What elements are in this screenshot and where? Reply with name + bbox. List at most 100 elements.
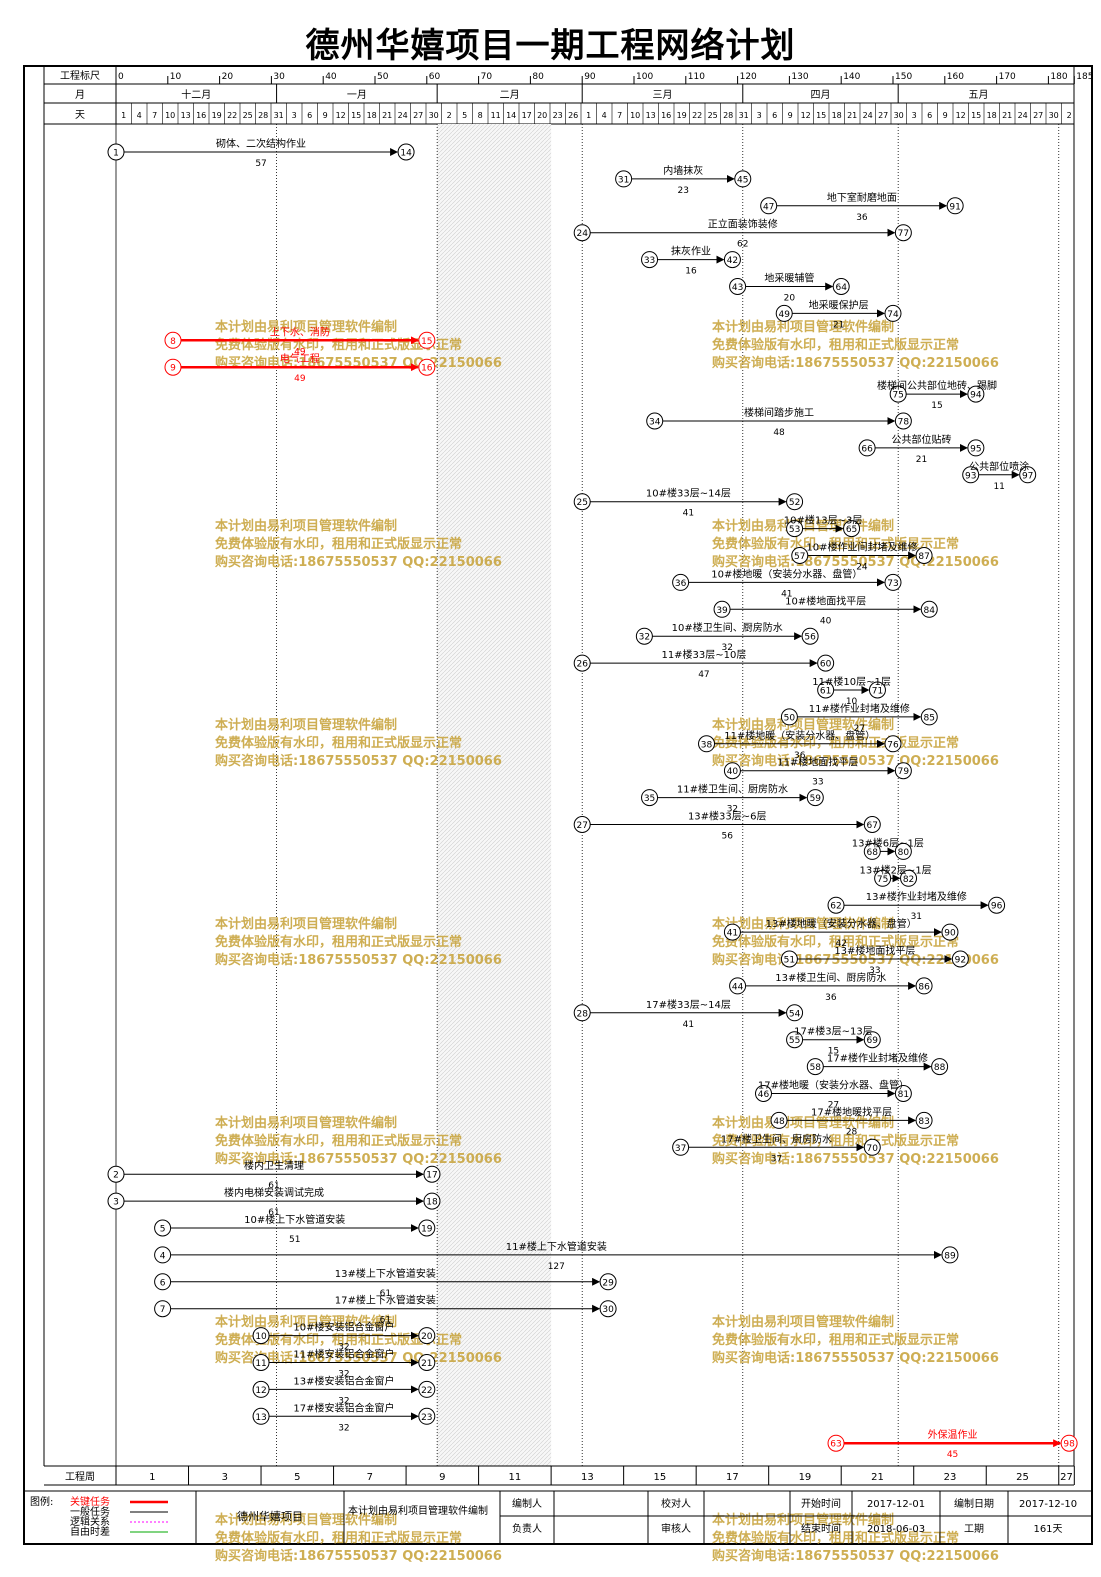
task-name: 11#楼地面找平层 [777,756,858,769]
task: 58 88 17#楼作业封堵及维修 [806,1052,949,1076]
week-number: 9 [439,1472,445,1483]
task-duration: 24 [856,563,868,573]
start-node [573,493,591,511]
start-node [863,842,881,860]
start-node [641,251,659,269]
day-number: 28 [723,111,733,120]
task-name: 11#楼33层~10层 [661,648,746,661]
week-number: 5 [294,1472,300,1483]
end-label: 结束时间 [801,1522,841,1535]
day-number: 14 [506,111,516,120]
task-name: 13#楼33层~6层 [688,810,767,823]
watermark: 本计划由易利项目管理软件编制免费体验版有水印，租用和正式版显示正常购买咨询电话:… [215,1115,502,1167]
day-number: 26 [568,111,578,120]
month-name: 四月 [810,89,830,101]
watermark-line: 免费体验版有水印，租用和正式版显示正常 [712,337,959,353]
watermark-line: 购买咨询电话:18675550537 QQ:22150066 [712,355,999,371]
task-duration: 48 [773,428,785,438]
legend-item-label: 一般任务 [70,1505,110,1518]
task-duration: 32 [338,1396,349,1406]
task-name: 13#楼地面找平层 [834,944,915,957]
task: 24 77 正立面装饰装修 62 [573,218,912,250]
ruler-tick-label: 60 [429,72,441,82]
start-node [723,762,741,780]
day-number: 28 [258,111,268,120]
month-name: 三月 [652,89,672,101]
ruler-tick-label: 50 [377,72,389,82]
task-name: 抹灰作业 [671,245,711,258]
day-number: 1 [121,111,126,120]
day-number: 3 [292,111,297,120]
end-node [418,358,436,376]
ruler-tick-label: 110 [688,72,705,82]
week-number: 27 [1060,1472,1073,1483]
start-node-id: 5 [160,1225,166,1235]
day-number: 6 [927,111,932,120]
task-duration: 41 [683,509,694,519]
watermark: 本计划由易利项目管理软件编制免费体验版有水印，租用和正式版显示正常购买咨询电话:… [215,916,502,968]
task-duration: 62 [737,240,748,250]
start-node [672,1138,690,1156]
task-duration: 36 [825,993,837,1003]
watermark: 本计划由易利项目管理软件编制免费体验版有水印，租用和正式版显示正常购买咨询电话:… [712,1314,999,1366]
task: 44 86 13#楼卫生间、厨房防水 36 [729,971,933,1003]
start-node [786,520,804,538]
end-node [884,735,902,753]
end-node [915,547,933,564]
end-node [418,1380,436,1398]
day-number: 5 [462,111,467,120]
start-node-id: 8 [170,337,176,347]
start-node [573,224,591,242]
day-number: 15 [971,111,981,120]
start-node-id: 61 [820,687,831,697]
task-name: 上下水、消防 [270,325,330,338]
start-node [729,977,747,995]
watermark-line: 本计划由易利项目管理软件编制 [712,916,894,932]
watermark-line: 本计划由易利项目管理软件编制 [712,1314,894,1330]
project-name: 德州华嬉项目 [237,1509,303,1523]
task-name: 11#楼安装铝合金窗户 [293,1348,394,1361]
task: 32 56 10#楼卫生间、厨房防水 32 [635,621,819,653]
task: 4 89 11#楼上下水管道安装 127 [154,1240,959,1272]
start-node [107,1165,125,1183]
watermark-line: 本计划由易利项目管理软件编制 [215,1512,397,1528]
end-node-id: 85 [924,713,935,723]
chart-frame [23,65,1093,1545]
start-node [107,143,125,161]
watermark-line: 本计划由易利项目管理软件编制 [215,717,397,733]
end-node-id: 18 [426,1198,438,1208]
day-number: 7 [152,111,157,120]
week-label: 工程周 [65,1471,95,1483]
task-duration: 61 [268,1208,279,1218]
end-node [868,681,886,699]
start-node-id: 12 [255,1386,266,1396]
start-node [729,278,747,295]
task-duration: 49 [294,347,306,357]
task-name: 地采暖辅管 [764,272,814,285]
date-value: 2017-12-10 [1019,1499,1077,1510]
task-name: 10#楼作业间封堵及维修 [806,541,917,554]
task-duration: 15 [828,1047,839,1057]
start-node [806,1058,824,1076]
task-duration: 61 [380,1316,391,1326]
watermark-line: 购买咨询电话:18675550537 QQ:22150066 [215,355,502,371]
day-number: 15 [816,111,826,120]
task: 47 91 地下室耐磨地面 36 [760,191,964,223]
start-node [164,331,182,349]
task-name: 11#楼上下水管道安装 [506,1240,607,1253]
day-number: 18 [367,111,377,120]
task: 37 70 17#楼卫生间、厨房防水 37 [672,1132,881,1164]
end-node [418,1327,436,1345]
end-node-id: 15 [421,337,432,347]
start-node [646,412,664,430]
task-name: 11#楼作业封堵及维修 [809,702,910,715]
task-name: 17#楼地暖（安装分水器、盘管） [758,1079,909,1092]
task: 12 22 13#楼安装铝合金窗户 32 [252,1374,436,1406]
start-node-id: 50 [784,713,796,723]
watermark-line: 免费体验版有水印，租用和正式版显示正常 [215,1530,462,1546]
start-node-id: 7 [160,1305,166,1315]
end-node-id: 19 [421,1225,433,1235]
end-node [801,627,819,645]
